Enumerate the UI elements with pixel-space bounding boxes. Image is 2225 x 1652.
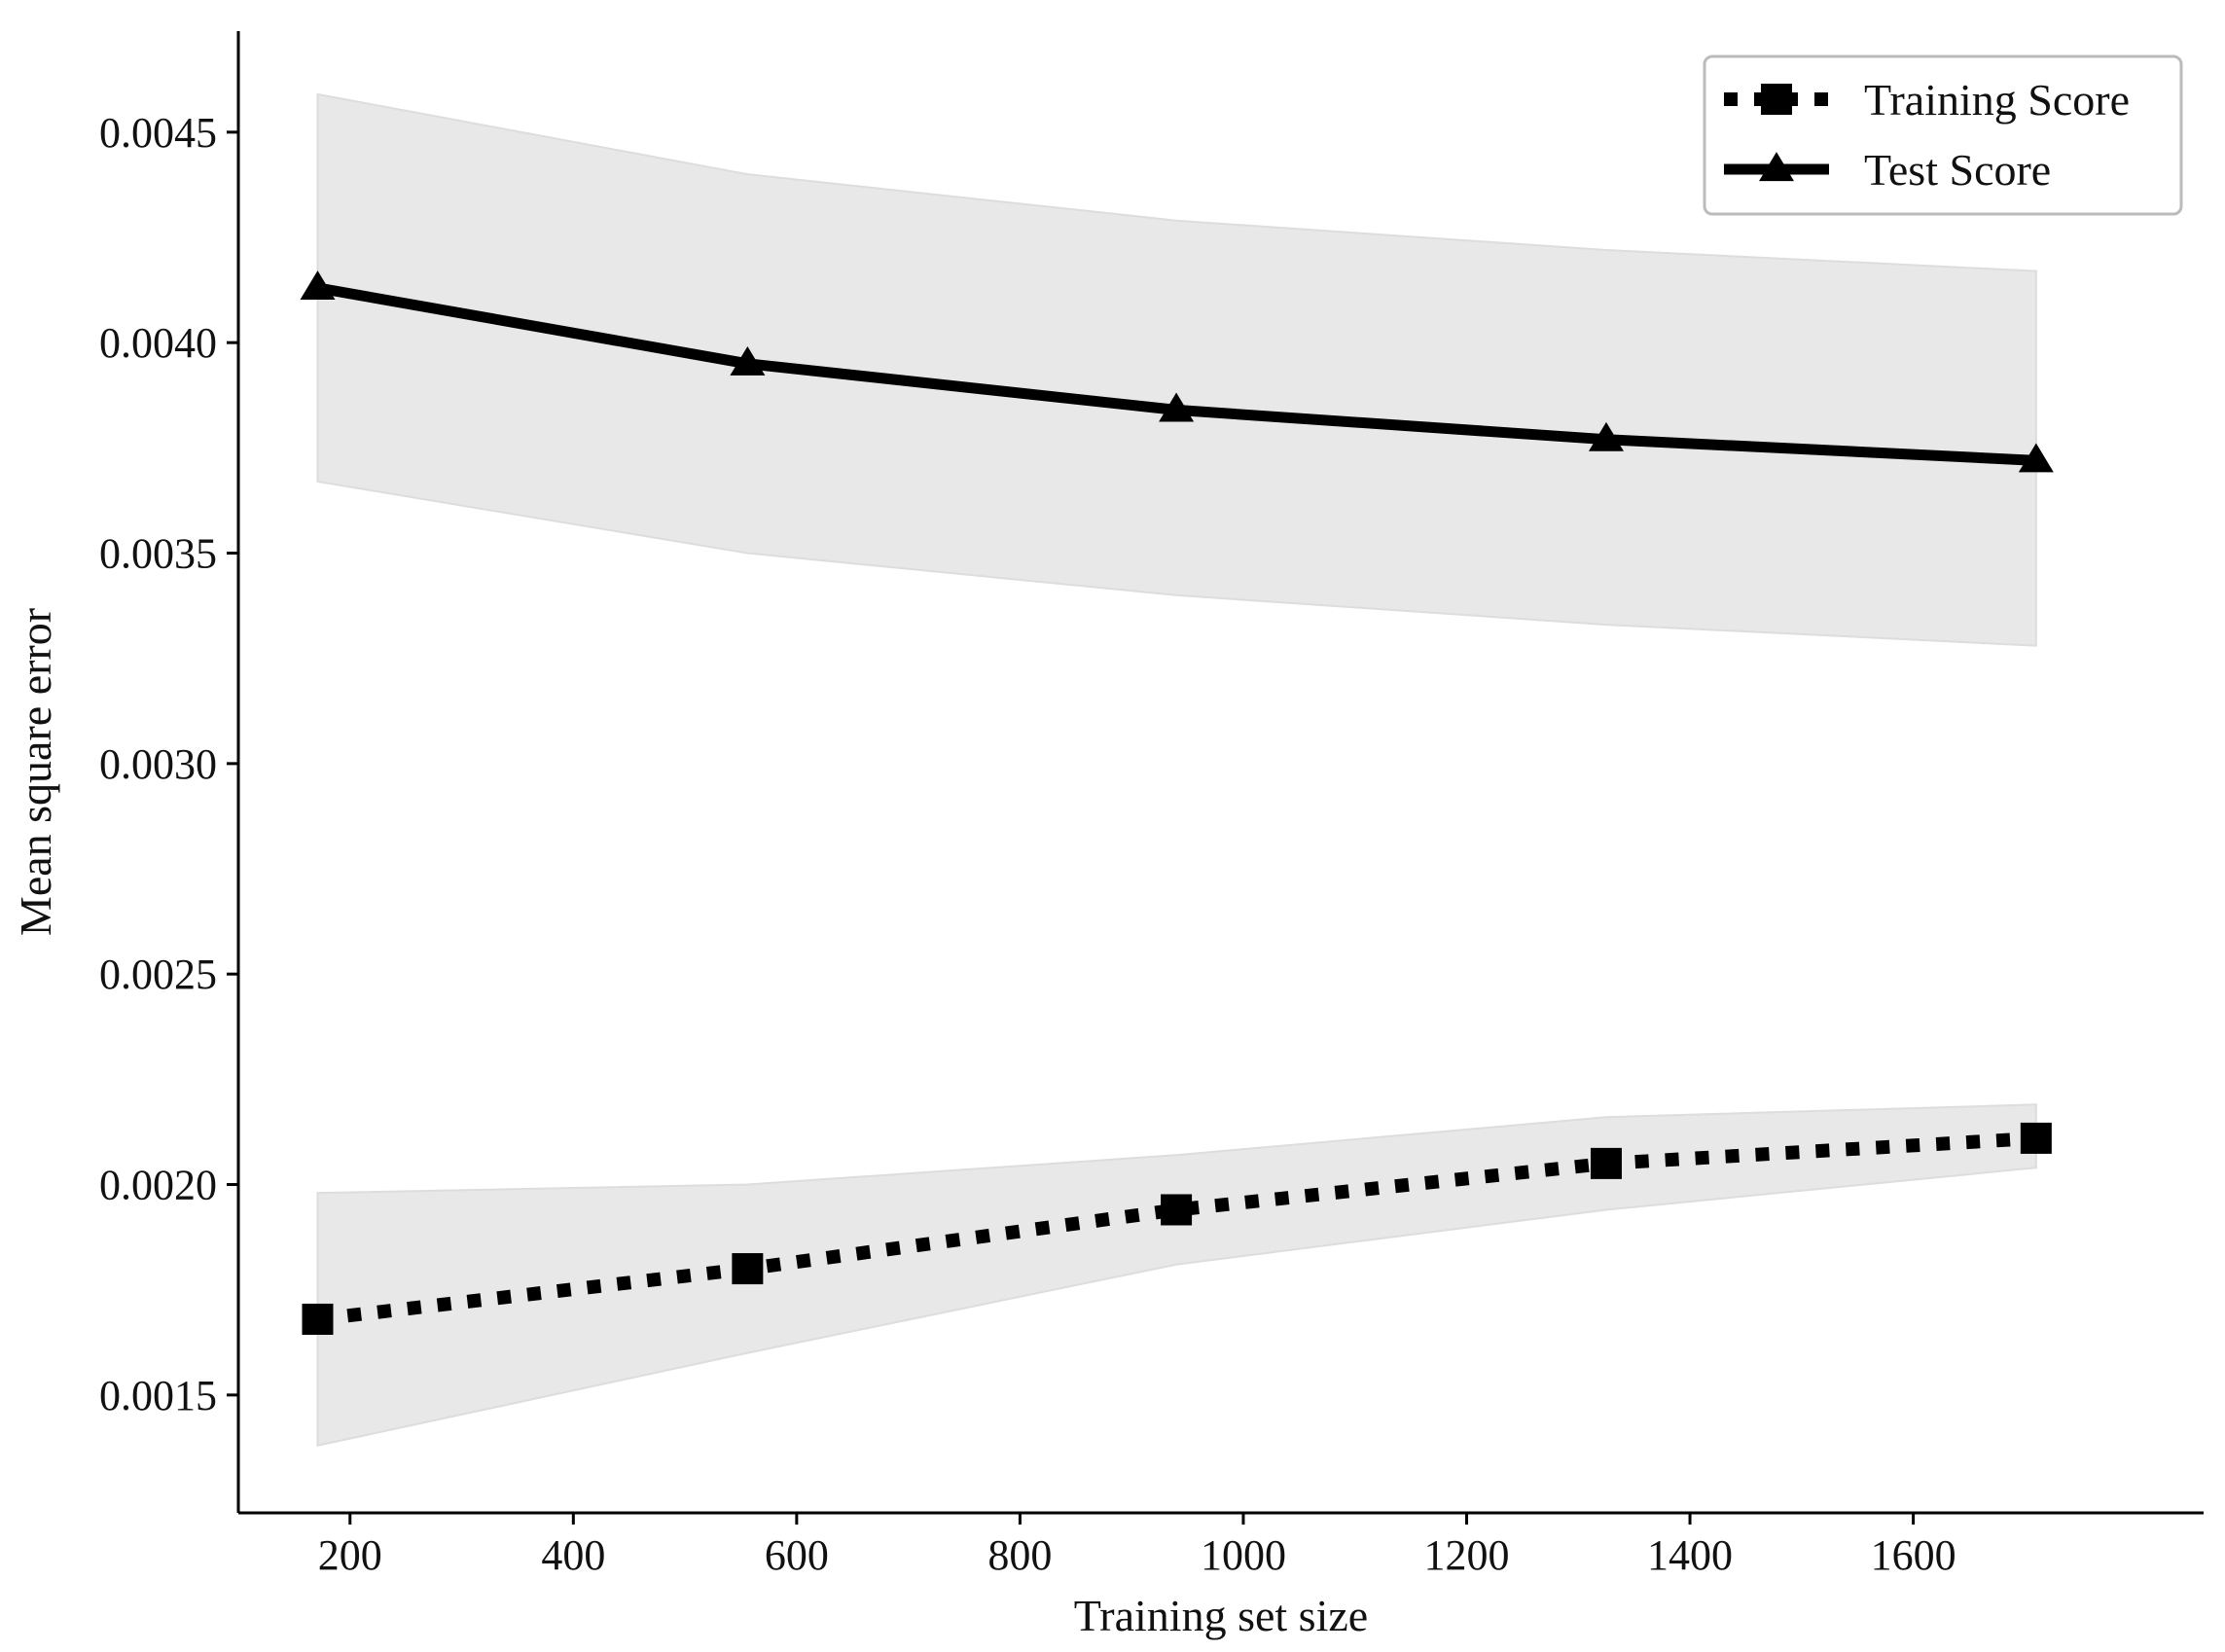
y-tick-label-0.0025: 0.0025 [99,951,217,998]
training-score-legend-marker [1761,84,1792,115]
x-tick-label-800: 800 [987,1531,1052,1579]
x-tick-label-400: 400 [541,1531,605,1579]
y-axis-title: Mean square error [11,608,60,936]
tick-labels: 200 400 600 800 1000 1200 1400 1600 0.0015 0.0020… [99,109,1956,1579]
y-tick-label-0.0045: 0.0045 [99,109,217,157]
test-score-legend-label: Test Score [1864,145,2051,195]
x-tick-label-1200: 1200 [1424,1531,1510,1579]
training-score-point-5 [2020,1122,2052,1154]
y-tick-label-0.0020: 0.0020 [99,1162,217,1209]
training-score-point-4 [1590,1147,1622,1179]
test-score-legend-marker [1759,152,1794,182]
training-score-point-3 [1161,1194,1193,1226]
test-score-point-2 [730,345,766,376]
x-tick-label-1400: 1400 [1647,1531,1733,1579]
test-score-point-4 [1588,421,1624,451]
axes [236,31,2204,1515]
training-score-legend-label: Training Score [1864,75,2130,125]
test-score-band [316,92,2037,647]
test-score-point-3 [1159,392,1195,422]
legend: Training Score Test Score [1703,54,2183,216]
x-tick-label-200: 200 [318,1531,382,1579]
x-tick-label-600: 600 [765,1531,829,1579]
tick-marks [227,130,1916,1525]
x-axis-title: Training set size [1074,1591,1368,1640]
y-tick-label-0.0040: 0.0040 [99,319,217,367]
training-score-point-2 [732,1253,764,1285]
series-markers [300,270,2054,1335]
confidence-bands [316,92,2037,1448]
test-score-point-1 [300,270,336,301]
test-score-point-5 [2018,443,2054,473]
x-tick-label-1000: 1000 [1201,1531,1286,1579]
training-score-band [316,1103,2037,1448]
training-score-point-1 [302,1303,334,1335]
y-tick-label-0.0015: 0.0015 [99,1372,217,1419]
y-tick-label-0.0030: 0.0030 [99,740,217,788]
y-tick-label-0.0035: 0.0035 [99,530,217,578]
x-tick-label-1600: 1600 [1871,1531,1956,1579]
